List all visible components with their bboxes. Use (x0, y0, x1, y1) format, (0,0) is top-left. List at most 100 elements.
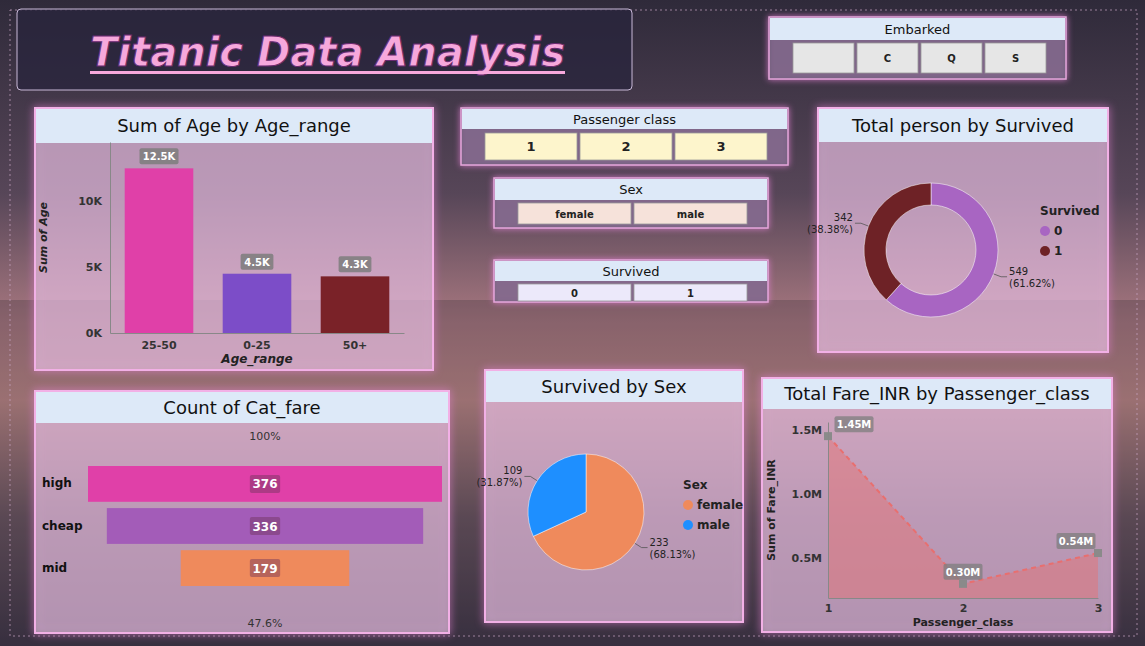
slicer-header (495, 179, 767, 200)
legend-label: 1 (1054, 244, 1062, 258)
slicer-option[interactable] (518, 203, 631, 224)
data-label: 233(68.13%) (650, 537, 696, 560)
slicer-option[interactable] (793, 43, 854, 73)
data-label: 1.45M (837, 419, 872, 430)
data-label-line: 549 (1009, 266, 1028, 277)
dashboard-title: Titanic Data Analysis (90, 29, 565, 75)
slicer-option-label[interactable]: 3 (716, 139, 725, 154)
slicer-header (770, 18, 1065, 40)
dashboard-border (10, 10, 1137, 636)
annotation: 47.6% (248, 617, 283, 630)
funnel-bar (88, 466, 442, 502)
tick: 1 (825, 598, 833, 615)
legend-label: 0 (1054, 224, 1062, 238)
slicer-option[interactable] (634, 203, 747, 224)
axis-title: Sum of Fare_INR (765, 459, 778, 561)
legend-swatch (1040, 226, 1050, 236)
data-label-box (944, 564, 983, 580)
funnel-bar (107, 508, 423, 544)
data-label-box (140, 148, 179, 164)
dashboard: Titanic Data AnalysisSum of Age by Age_r… (0, 0, 1145, 646)
slicer-option-label[interactable]: S (1012, 53, 1019, 64)
slicer (494, 260, 768, 302)
slicer-option-label[interactable]: 1 (687, 288, 694, 299)
slicer-option-label[interactable]: C (884, 53, 891, 64)
axis-line (828, 423, 829, 599)
legend-swatch (683, 520, 693, 530)
slicer-title: Sex (619, 182, 643, 197)
bar (223, 274, 292, 333)
tick-label: 50+ (343, 339, 368, 352)
panel-header (36, 109, 432, 143)
data-label-box (241, 254, 274, 270)
slice (528, 454, 586, 536)
tick-label: 3 (1095, 602, 1103, 615)
slicer-option-label[interactable]: 1 (526, 139, 535, 154)
slicer-option[interactable] (921, 43, 982, 73)
category-label: cheap (42, 519, 83, 533)
panel (818, 108, 1108, 352)
slicer-option-label[interactable]: male (677, 209, 705, 220)
slicer-title: Embarked (885, 22, 951, 37)
tick-label: 1 (825, 602, 833, 615)
panel (35, 391, 449, 633)
tick-label: 0.5M (792, 552, 822, 565)
data-label: 0.30M (946, 567, 981, 578)
data-label: 549(61.62%) (1009, 266, 1055, 289)
slicer-option[interactable] (518, 284, 631, 301)
tick: 50+ (343, 333, 368, 352)
slicer-option[interactable] (985, 43, 1046, 73)
data-label: 179 (252, 562, 277, 576)
axis: 123 (825, 598, 1103, 615)
leader-line (855, 223, 868, 226)
bar (321, 276, 390, 333)
slicer (494, 178, 768, 228)
panel-title: Total Fare_INR by Passenger_class (783, 383, 1089, 405)
slices (864, 183, 998, 317)
axis-line (110, 143, 111, 334)
slices (528, 454, 644, 570)
slicer-option[interactable] (634, 284, 747, 301)
axis-title: Sum of Age (37, 201, 50, 273)
slicer-option-label[interactable]: Q (947, 53, 956, 64)
slicer-option-label[interactable]: 2 (621, 139, 630, 154)
bar (125, 168, 194, 333)
data-label-line: (38.38%) (807, 224, 853, 235)
tick-label: 1.0M (792, 488, 822, 501)
data-label: 12.5K (143, 151, 177, 162)
slicer-option-label[interactable]: 0 (571, 288, 578, 299)
leader-line (524, 476, 537, 480)
data-label: 376 (252, 477, 277, 491)
tick: 0.5M (792, 552, 828, 565)
axis-line (829, 598, 1099, 599)
legend-title: Sex (683, 478, 708, 492)
slicer (461, 108, 788, 165)
panel-title: Count of Cat_fare (163, 397, 320, 419)
data-label: 109(31.87%) (476, 465, 522, 488)
slicer-option[interactable] (675, 133, 767, 160)
tick-label: 5K (86, 261, 103, 274)
data-label-line: 109 (503, 465, 522, 476)
tick-label: 0-25 (243, 339, 271, 352)
slicer-option[interactable] (580, 133, 672, 160)
area (828, 436, 1098, 598)
title-underline (90, 71, 565, 74)
tick: 3 (1095, 598, 1103, 615)
legend-swatch (1040, 246, 1050, 256)
data-label-line: (61.62%) (1009, 278, 1055, 289)
data-label-line: 233 (650, 537, 669, 548)
data-label-line: 342 (834, 212, 853, 223)
marker (1094, 549, 1102, 557)
slicer-option[interactable] (485, 133, 577, 160)
data-label-line: (31.87%) (476, 477, 522, 488)
panel-header (36, 392, 448, 423)
category-label: mid (42, 561, 67, 575)
panel-title: Total person by Survived (851, 115, 1074, 136)
axis: 0.5M1.0M1.5M (792, 423, 829, 599)
marker (959, 580, 967, 588)
slicer-option[interactable] (857, 43, 918, 73)
funnel-bars (88, 466, 442, 586)
panel-header (819, 109, 1107, 142)
funnel-bar (181, 550, 350, 586)
slicer-option-label[interactable]: female (555, 209, 594, 220)
